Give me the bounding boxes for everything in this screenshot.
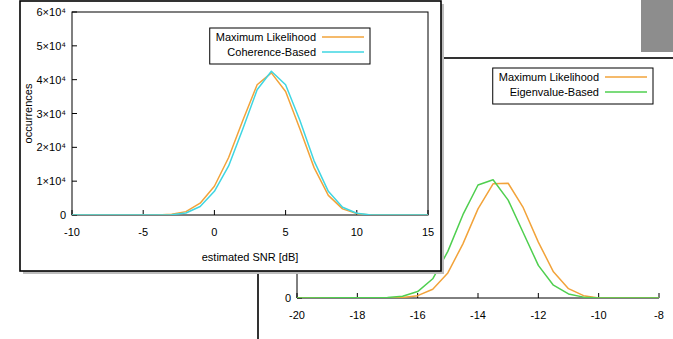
legend: Maximum Likelihood Eigenvalue-Based	[493, 68, 653, 104]
x-tick-label: -12	[530, 309, 546, 321]
legend-label: Maximum Likelihood	[216, 31, 316, 43]
x-tick	[214, 210, 215, 215]
y-tick-label: 3×10⁴	[36, 108, 66, 120]
y-tick	[72, 113, 77, 114]
x-tick-label: -10	[591, 309, 607, 321]
x-tick-label: -20	[289, 309, 305, 321]
y-tick-label: 4×10⁴	[36, 74, 66, 86]
marks	[72, 71, 428, 215]
x-tick-label: 5	[283, 226, 289, 238]
legend-swatch	[322, 51, 364, 53]
legend-label: Coherence-Based	[227, 46, 316, 58]
y-tick	[72, 181, 77, 182]
series-line	[72, 73, 428, 215]
legend-swatch	[322, 36, 364, 38]
y-tick	[72, 147, 77, 148]
plot-frame	[72, 12, 428, 215]
y-tick	[72, 12, 77, 13]
y-axis-title: occurrences	[22, 83, 34, 143]
legend-box	[210, 28, 370, 64]
y-tick-label: 2×10⁴	[36, 141, 66, 153]
x-tick	[538, 293, 539, 298]
y-tick-label: 0	[285, 292, 291, 304]
x-tick-label: -16	[410, 309, 426, 321]
x-tick-label: 10	[351, 226, 363, 238]
chart-panel: -10 -5 0 5 10 15 0 1×10⁴ 2×10⁴ 3×10⁴ 4×10⁴ 5×10⁴ 6×1…	[20, 1, 444, 274]
legend-swatch	[605, 76, 647, 78]
legend-box	[493, 68, 653, 104]
y-tick	[72, 45, 77, 46]
x-tick	[478, 293, 479, 298]
series-line	[72, 71, 428, 215]
y-tick-label: 0	[60, 209, 66, 221]
y-tick-label: 6×10⁴	[36, 6, 66, 18]
x-tick-label: -18	[349, 309, 365, 321]
x-tick-label: -14	[470, 309, 486, 321]
y-tick-label: 5×10⁴	[36, 40, 66, 52]
x-tick-label: 0	[211, 226, 217, 238]
x-tick-label: 15	[422, 226, 434, 238]
stage: -20 -18 -16 -14 -12 -10 -8 0 Maximum Likelihood E…	[0, 0, 673, 339]
y-tick-label: 1×10⁴	[36, 175, 66, 187]
x-tick	[285, 210, 286, 215]
x-tick-label: -5	[138, 226, 148, 238]
legend: Maximum Likelihood Coherence-Based	[210, 28, 370, 64]
panel-box	[20, 1, 441, 271]
x-axis-title: estimated SNR [dB]	[202, 251, 299, 263]
legend-swatch	[605, 91, 647, 93]
photo-fragment	[641, 0, 673, 52]
legend-label: Eigenvalue-Based	[510, 86, 599, 98]
x-tick-label: -10	[64, 226, 80, 238]
y-tick	[72, 79, 77, 80]
legend-label: Maximum Likelihood	[499, 71, 599, 83]
x-tick-label: -8	[654, 309, 664, 321]
